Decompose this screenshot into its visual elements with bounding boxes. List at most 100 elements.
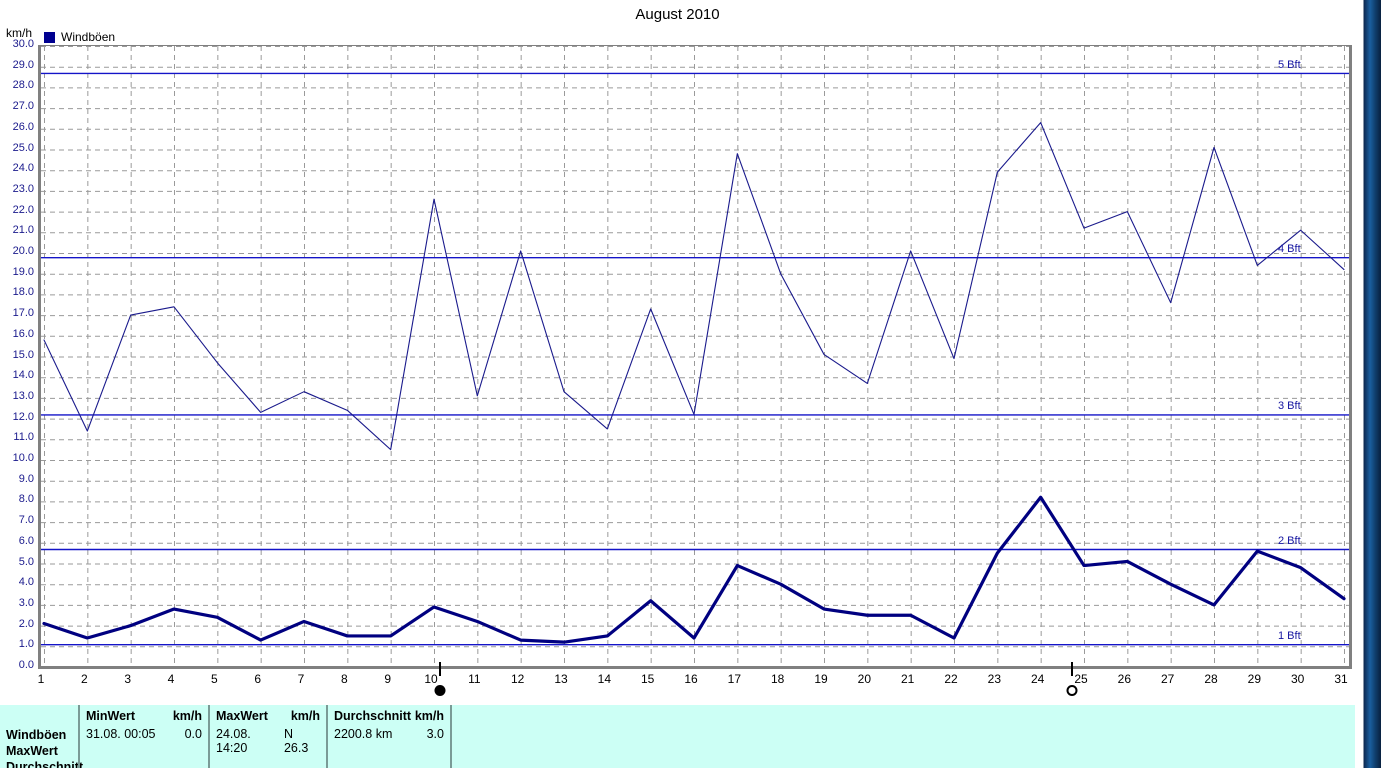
x-tick-label: 2 xyxy=(80,672,88,686)
legend-label-windboeen: Windböen xyxy=(61,30,116,44)
x-tick-label: 17 xyxy=(727,672,742,686)
beaufort-label: 5 Bft xyxy=(1278,58,1301,71)
summary-label-windboeen: Windböen xyxy=(6,728,67,742)
y-tick-label: 6.0 xyxy=(18,534,34,547)
x-tick-label: 8 xyxy=(340,672,348,686)
x-tick-label: 18 xyxy=(770,672,785,686)
summary-row-labels: Windböen MaxWert Durchschnitt xyxy=(0,705,84,768)
summary-avg-unit: km/h xyxy=(414,709,444,723)
summary-max-unit: km/h xyxy=(290,709,320,723)
desktop-edge-strip xyxy=(1355,0,1381,768)
plot-area xyxy=(38,45,1352,667)
summary-avg-value: 3.0 xyxy=(426,727,444,741)
x-tick-label: 1 xyxy=(37,672,45,686)
y-tick-label: 17.0 xyxy=(12,307,34,320)
x-tick-label: 24 xyxy=(1030,672,1045,686)
legend-swatch-icon xyxy=(44,31,55,43)
y-axis-unit-label: km/h xyxy=(6,26,33,40)
page-title: August 2010 xyxy=(635,6,720,23)
summary-table: Windböen MaxWert Durchschnitt MinWert km… xyxy=(0,705,1355,768)
x-tick-label: 4 xyxy=(167,672,175,686)
summary-max-timestamp: 24.08. 14:20 xyxy=(216,727,251,755)
y-tick-label: 8.0 xyxy=(18,493,34,506)
y-tick-label: 3.0 xyxy=(18,596,34,609)
summary-max-value: N 26.3 xyxy=(283,727,309,755)
x-tick-label: 22 xyxy=(944,672,958,686)
x-tick-label: 21 xyxy=(900,672,915,686)
y-tick-label: 16.0 xyxy=(12,327,34,340)
y-tick-label: 22.0 xyxy=(12,203,34,216)
y-tick-label: 9.0 xyxy=(18,472,34,485)
x-tick-label: 14 xyxy=(597,672,612,686)
x-tick-label: 11 xyxy=(468,672,481,686)
y-tick-label: 26.0 xyxy=(12,120,34,133)
beaufort-label: 1 Bft xyxy=(1278,630,1301,643)
summary-min-header: MinWert xyxy=(86,709,136,723)
x-tick-label: 19 xyxy=(814,672,828,686)
summary-column-max: MaxWert km/h 24.08. 14:20 N 26.3 xyxy=(208,705,326,768)
y-tick-label: 1.0 xyxy=(18,638,34,651)
x-tick-label: 15 xyxy=(640,672,655,686)
x-tick-label: 29 xyxy=(1247,672,1262,686)
x-tick-label: 27 xyxy=(1160,672,1175,686)
x-tick-label: 30 xyxy=(1290,672,1305,686)
moon-marker-stem xyxy=(438,662,441,676)
x-tick-label: 16 xyxy=(684,672,698,686)
x-tick-label: 9 xyxy=(384,672,391,686)
summary-label-durchschnitt: Durchschnitt xyxy=(6,760,84,768)
y-tick-label: 2.0 xyxy=(18,617,34,630)
x-tick-label: 10 xyxy=(424,672,438,686)
x-tick-label: 5 xyxy=(210,672,218,686)
y-tick-label: 20.0 xyxy=(12,245,34,257)
beaufort-label: 4 Bft xyxy=(1278,243,1301,256)
summary-label-maxwert: MaxWert xyxy=(6,744,58,758)
summary-column-min: MinWert km/h 31.08. 00:05 0.0 xyxy=(78,705,208,768)
y-tick-label: 25.0 xyxy=(12,141,34,154)
x-tick-label: 7 xyxy=(297,672,305,686)
y-tick-label: 14.0 xyxy=(12,369,34,382)
beaufort-label: 3 Bft xyxy=(1278,400,1301,413)
y-tick-label: 21.0 xyxy=(12,224,34,237)
x-tick-label: 25 xyxy=(1074,672,1088,686)
y-tick-label: 5.0 xyxy=(18,555,34,568)
x-tick-label: 31 xyxy=(1334,672,1348,686)
x-tick-label: 20 xyxy=(857,672,872,686)
chart-svg xyxy=(41,46,1349,667)
y-tick-label: 13.0 xyxy=(12,389,34,402)
x-tick-label: 3 xyxy=(124,672,131,686)
summary-avg-header: Durchschnitt xyxy=(334,709,412,723)
x-axis-line xyxy=(38,666,1352,669)
y-tick-label: 27.0 xyxy=(12,100,34,113)
summary-column-empty xyxy=(450,705,1355,768)
summary-column-average: Durchschnitt km/h 2200.8 km 3.0 xyxy=(326,705,450,768)
full-moon-icon xyxy=(1066,685,1078,696)
summary-min-timestamp: 31.08. 00:05 xyxy=(86,727,156,741)
summary-avg-distance: 2200.8 km xyxy=(334,727,393,741)
chart-legend: Windböen xyxy=(44,30,115,44)
y-tick-label: 28.0 xyxy=(12,79,34,92)
y-tick-label: 7.0 xyxy=(18,514,34,527)
x-tick-label: 12 xyxy=(510,672,525,686)
y-tick-label: 4.0 xyxy=(18,576,34,589)
x-tick-label: 26 xyxy=(1117,672,1132,686)
y-tick-label: 24.0 xyxy=(12,162,34,175)
new-moon-icon xyxy=(434,685,446,696)
y-tick-label: 29.0 xyxy=(12,58,34,71)
y-tick-label: 15.0 xyxy=(12,348,34,361)
y-tick-label: 23.0 xyxy=(12,182,34,195)
beaufort-label: 2 Bft xyxy=(1278,535,1301,547)
y-tick-label: 18.0 xyxy=(12,286,34,299)
summary-min-unit: km/h xyxy=(172,709,202,723)
summary-max-header: MaxWert xyxy=(216,709,268,723)
x-tick-label: 28 xyxy=(1204,672,1218,686)
y-tick-label: 11.0 xyxy=(13,431,34,444)
x-tick-label: 23 xyxy=(987,672,1002,686)
y-tick-label: 12.0 xyxy=(12,410,34,423)
y-tick-label: 19.0 xyxy=(12,265,34,278)
summary-min-value: 0.0 xyxy=(184,727,202,741)
y-tick-label: 0.0 xyxy=(18,659,34,671)
x-tick-label: 6 xyxy=(254,672,261,686)
moon-marker-stem xyxy=(1071,662,1074,676)
y-tick-label: 10.0 xyxy=(12,452,34,464)
